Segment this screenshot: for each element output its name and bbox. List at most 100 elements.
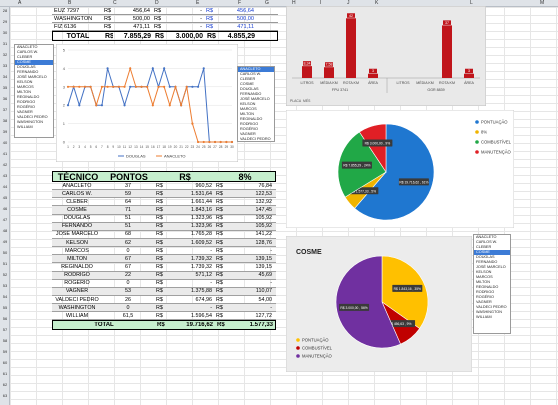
listbox-item[interactable]: ROGÉRIO [240, 127, 258, 131]
row-header[interactable]: 47 [2, 217, 8, 222]
row-header[interactable]: 62 [2, 382, 8, 387]
listbox-item[interactable]: REGINALDO [17, 95, 40, 99]
row-header[interactable]: 43 [2, 173, 8, 178]
listbox-item[interactable]: RODRIGO [17, 100, 36, 104]
listbox-item[interactable]: WASHINGTON [476, 310, 502, 314]
row-header[interactable]: 40 [2, 140, 8, 145]
listbox-item[interactable]: VALDECI PEDRO [240, 137, 271, 141]
listbox-item[interactable]: VALDECI PEDRO [17, 115, 48, 119]
listbox-item[interactable]: JOSÉ MARCELO [17, 75, 47, 79]
listbox-item[interactable]: KELSON [17, 80, 33, 84]
listbox-item[interactable]: FERNANDO [240, 92, 262, 96]
row-header[interactable]: 61 [2, 371, 8, 376]
row-header[interactable]: 45 [2, 195, 8, 200]
row-header[interactable]: 29 [2, 19, 8, 24]
column-header[interactable]: H [292, 0, 296, 6]
listbox-item[interactable]: ANACLETO [238, 67, 274, 72]
row-header[interactable]: 55 [2, 305, 8, 310]
row-header[interactable]: 44 [2, 184, 8, 189]
column-header[interactable]: J [347, 0, 350, 6]
listbox-item[interactable]: VAGNER [240, 132, 256, 136]
listbox-item[interactable]: ANACLETO [476, 235, 497, 239]
row-header[interactable]: 33 [2, 63, 8, 68]
column-header[interactable]: A [18, 0, 22, 6]
listbox-item[interactable]: MARCOS [476, 275, 493, 279]
listbox-item[interactable]: WASHINGTON [17, 120, 43, 124]
listbox-item[interactable]: CLEBER [240, 77, 256, 81]
listbox-item[interactable]: COSME [15, 60, 53, 65]
row-header[interactable]: 56 [2, 316, 8, 321]
listbox-item[interactable]: COSME [240, 82, 254, 86]
row-header[interactable]: 60 [2, 360, 8, 365]
listbox-item[interactable]: FERNANDO [17, 70, 39, 74]
row-header[interactable]: 57 [2, 327, 8, 332]
row-header[interactable]: 54 [2, 294, 8, 299]
row-header[interactable]: 53 [2, 283, 8, 288]
row-header[interactable]: 35 [2, 85, 8, 90]
row-header[interactable]: 42 [2, 162, 8, 167]
listbox-item[interactable]: WILLIAM [476, 315, 492, 319]
row-header[interactable]: 51 [2, 261, 8, 266]
row-header[interactable]: 58 [2, 338, 8, 343]
listbox-item[interactable]: CARLOS W. [240, 72, 262, 76]
row-header[interactable]: 48 [2, 228, 8, 233]
listbox-item[interactable]: WILLIAM [17, 125, 33, 129]
listbox-item[interactable]: CLEBER [17, 55, 33, 59]
listbox-item[interactable]: MILTON [17, 90, 31, 94]
listbox-item[interactable]: MARCOS [17, 85, 34, 89]
row-header[interactable]: 36 [2, 96, 8, 101]
row-header[interactable]: 52 [2, 272, 8, 277]
technician-listbox-right[interactable]: ANACLETO CARLOS W. CLEBER COSME DOUGLAS FERNA… [237, 66, 275, 142]
listbox-item[interactable]: REGINALDO [240, 117, 263, 121]
row-header[interactable]: 34 [2, 74, 8, 79]
column-header[interactable]: E [196, 0, 200, 6]
row-header[interactable]: 49 [2, 239, 8, 244]
column-header[interactable]: B [68, 0, 72, 6]
row-header[interactable]: 50 [2, 250, 8, 255]
row-header[interactable]: 37 [2, 107, 8, 112]
listbox-item[interactable]: MILTON [240, 112, 254, 116]
listbox-item[interactable]: COSME [474, 250, 510, 255]
row-header[interactable]: 30 [2, 30, 8, 35]
column-header[interactable]: G [265, 0, 269, 6]
listbox-item[interactable]: JOSÉ MARCELO [476, 265, 506, 269]
column-header[interactable]: D [155, 0, 159, 6]
technician-listbox-bottom[interactable]: ANACLETO CARLOS W. CLEBER COSME DOUGLAS FERNA… [473, 234, 511, 334]
listbox-item[interactable]: KELSON [240, 102, 256, 106]
column-header[interactable]: M [540, 0, 545, 6]
listbox-item[interactable]: ROGÉRIO [17, 105, 35, 109]
listbox-item[interactable]: CLEBER [476, 245, 492, 249]
listbox-item[interactable]: ROGÉRIO [476, 295, 494, 299]
column-header[interactable]: F [238, 0, 242, 6]
listbox-item[interactable]: ANACLETO [17, 45, 38, 49]
listbox-item[interactable]: KELSON [476, 270, 492, 274]
column-header[interactable]: L [470, 0, 473, 6]
listbox-item[interactable]: RODRIGO [476, 290, 495, 294]
listbox-item[interactable]: JOSÉ MARCELO [240, 97, 270, 101]
listbox-item[interactable]: VALDECI PEDRO [476, 305, 507, 309]
row-header[interactable]: 59 [2, 349, 8, 354]
listbox-item[interactable]: DOUGLAS [17, 65, 36, 69]
listbox-item[interactable]: FERNANDO [476, 260, 498, 264]
listbox-item[interactable]: REGINALDO [476, 285, 499, 289]
row-header[interactable]: 63 [2, 393, 8, 398]
listbox-item[interactable]: CARLOS W. [17, 50, 39, 54]
column-header[interactable]: C [113, 0, 117, 6]
listbox-item[interactable]: VAGNER [476, 300, 492, 304]
row-header[interactable]: 38 [2, 118, 8, 123]
row-header[interactable]: 39 [2, 129, 8, 134]
row-header[interactable]: 46 [2, 206, 8, 211]
row-header[interactable]: 41 [2, 151, 8, 156]
row-header[interactable]: 31 [2, 41, 8, 46]
column-header[interactable]: K [375, 0, 379, 6]
listbox-item[interactable]: RODRIGO [240, 122, 259, 126]
listbox-item[interactable]: MILTON [476, 280, 490, 284]
listbox-item[interactable]: MARCOS [240, 107, 257, 111]
column-header[interactable]: I [320, 0, 322, 6]
listbox-item[interactable]: DOUGLAS [240, 87, 259, 91]
row-header[interactable]: 28 [2, 8, 8, 13]
row-header[interactable]: 32 [2, 52, 8, 57]
listbox-item[interactable]: DOUGLAS [476, 255, 495, 259]
technician-listbox-left[interactable]: ANACLETO CARLOS W. CLEBER COSME DOUGLAS FERNA… [14, 44, 54, 138]
listbox-item[interactable]: CARLOS W. [476, 240, 498, 244]
